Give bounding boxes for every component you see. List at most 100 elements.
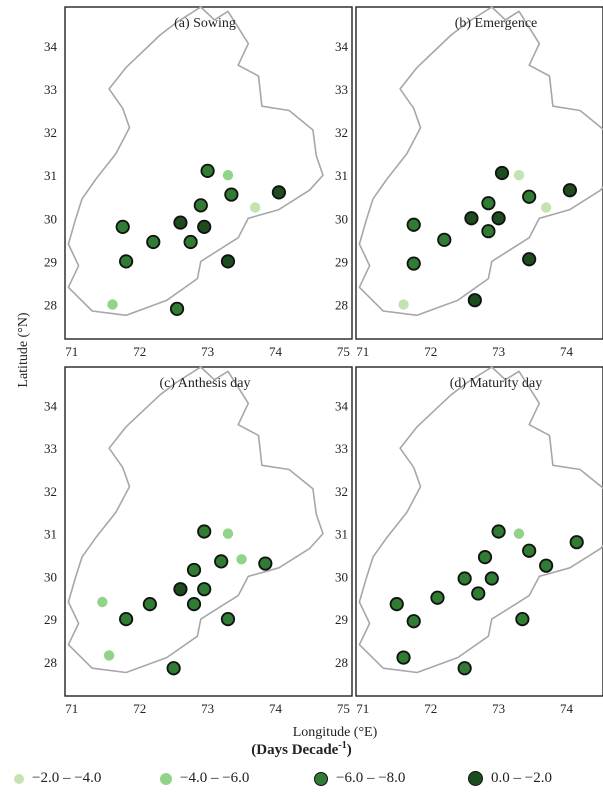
x-tick-label: 74 <box>269 344 283 359</box>
y-tick-label: 30 <box>335 569 348 584</box>
data-point <box>214 554 229 569</box>
data-point <box>107 299 118 310</box>
y-tick-label: 30 <box>44 211 57 226</box>
data-point <box>522 252 537 267</box>
data-point <box>515 611 530 627</box>
data-point <box>200 163 215 178</box>
data-point <box>562 183 578 198</box>
data-point <box>389 597 404 612</box>
province-outline <box>67 6 324 317</box>
data-point <box>406 217 421 232</box>
x-tick-label: 72 <box>424 701 437 716</box>
legend-item-4: 0.0 – −2.0 <box>468 770 552 787</box>
data-point <box>437 232 452 247</box>
panel-frame <box>355 366 603 697</box>
data-point <box>569 535 584 550</box>
legend-label-2: −4.0 – −6.0 <box>180 770 250 786</box>
data-point <box>464 211 479 226</box>
panel-title: (d) Maturity day <box>450 376 543 391</box>
legend: −2.0 – −4.0 −4.0 – −6.0 −6.0 – −8.0 0.0 … <box>0 770 603 792</box>
data-point <box>398 299 409 310</box>
panel-2: (b) Emergence 28 29 30 31 32 33 34 71 72 73 74 <box>335 6 603 359</box>
y-tick-label: 32 <box>44 125 57 140</box>
y-tick-label: 32 <box>335 484 348 499</box>
data-point <box>146 234 161 250</box>
units-text: (Days Decade <box>251 742 339 758</box>
y-tick-label: 34 <box>44 39 58 54</box>
data-point <box>183 234 198 250</box>
data-point <box>169 301 185 316</box>
data-point <box>457 661 472 676</box>
data-point <box>396 650 411 665</box>
data-point <box>271 185 287 200</box>
panel-4: (d) Maturity day 28 29 30 31 32 33 34 71 72 73 74 <box>335 366 603 716</box>
data-point <box>494 165 510 181</box>
panel-3: (c) Anthesis day 28 29 30 31 32 33 34 71 72 73 74 75 <box>44 366 353 716</box>
data-point <box>193 198 208 213</box>
data-point <box>220 611 236 627</box>
x-tick-label: 71 <box>356 344 369 359</box>
data-point <box>481 196 496 211</box>
data-point <box>522 189 537 204</box>
panel-title: (a) Sowing <box>174 16 236 31</box>
data-point <box>97 596 108 608</box>
x-tick-label: 73 <box>492 344 505 359</box>
y-tick-label: 28 <box>44 298 57 313</box>
data-point <box>471 586 486 601</box>
legend-item-3: −6.0 – −8.0 <box>314 770 405 787</box>
y-tick-label: 34 <box>44 398 58 413</box>
y-tick-label: 30 <box>44 569 57 584</box>
data-point <box>491 524 506 539</box>
data-point <box>224 187 239 202</box>
province-outline <box>67 366 324 674</box>
data-point <box>103 650 115 661</box>
data-point <box>186 562 202 578</box>
legend-swatch-4 <box>468 771 483 786</box>
legend-label-3: −6.0 – −8.0 <box>336 770 406 786</box>
data-point <box>522 543 537 558</box>
province-outline <box>358 6 603 317</box>
data-point <box>173 215 188 230</box>
y-tick-label: 34 <box>335 398 349 413</box>
x-tick-label: 71 <box>65 344 78 359</box>
y-tick-label: 32 <box>335 125 348 140</box>
data-point <box>430 590 445 605</box>
y-tick-label: 29 <box>44 612 57 627</box>
data-point <box>249 202 261 213</box>
y-tick-label: 28 <box>335 655 348 670</box>
y-tick-label: 33 <box>335 441 348 456</box>
data-point <box>220 254 236 269</box>
data-point <box>166 661 181 676</box>
x-tick-label: 72 <box>424 344 437 359</box>
x-tick-label: 71 <box>356 701 369 716</box>
legend-swatch-2 <box>160 772 172 785</box>
y-tick-label: 29 <box>335 254 348 269</box>
data-point <box>406 614 421 629</box>
y-tick-label: 28 <box>335 298 348 313</box>
data-point <box>222 169 234 181</box>
y-tick-label: 30 <box>335 211 348 226</box>
x-tick-label: 73 <box>201 701 214 716</box>
units-label: (Days Decade-1) <box>0 740 603 759</box>
data-point <box>119 254 134 269</box>
x-tick-label: 72 <box>133 701 146 716</box>
data-point <box>222 528 234 539</box>
panel-frame <box>355 6 603 340</box>
data-point <box>467 293 482 308</box>
y-tick-label: 29 <box>44 254 57 269</box>
y-axis-label: Latitude (°N) <box>16 312 31 388</box>
data-point <box>406 256 421 271</box>
x-tick-label: 72 <box>133 344 146 359</box>
legend-label-4: 0.0 – −2.0 <box>491 770 552 786</box>
data-point <box>513 528 525 539</box>
x-tick-label: 73 <box>492 701 505 716</box>
panel-title: (b) Emergence <box>455 16 538 31</box>
x-tick-label: 74 <box>560 701 574 716</box>
data-point <box>457 571 472 586</box>
province-outline <box>358 366 603 674</box>
x-axis-label: Longitude (°E) <box>293 725 378 740</box>
data-point <box>539 558 554 573</box>
x-tick-label: 74 <box>269 701 283 716</box>
data-point <box>491 211 506 226</box>
